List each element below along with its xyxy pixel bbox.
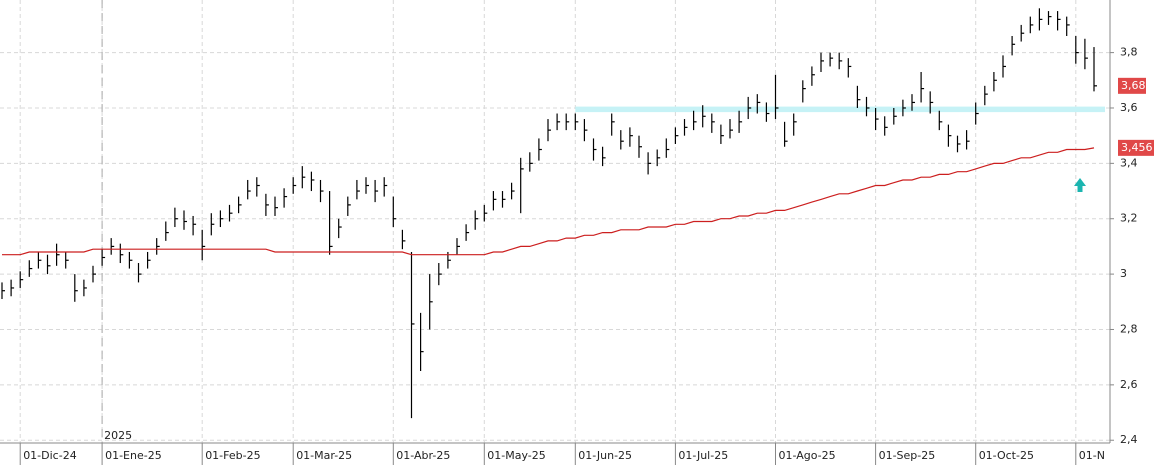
moving-average xyxy=(2,147,1095,256)
arrow-icon xyxy=(1074,178,1086,192)
axes: 2,4 2,6 2,8 3 3,2 3,4 3,6 3,8 4 01-Dic-24 01-Ene-2… xyxy=(19,0,1154,465)
x-tick-label: 01-Mar-25 xyxy=(296,449,352,462)
x-tick-label: 01-Ene-25 xyxy=(105,449,162,462)
y-tick-label: 3,8 xyxy=(1120,46,1138,59)
x-tick-label: 01-May-25 xyxy=(487,449,545,462)
y-tick-label: 3,6 xyxy=(1120,101,1138,114)
y-tick-label: 2,4 xyxy=(1120,433,1138,446)
x-tick-label: 01-Sep-25 xyxy=(879,449,936,462)
x-tick-label: 01-Ago-25 xyxy=(779,449,836,462)
x-tick-label: 01-Abr-25 xyxy=(396,449,450,462)
x-tick-label: 01-Dic-24 xyxy=(23,449,77,462)
y-tick-label: 3 xyxy=(1120,267,1127,280)
y-tick-label: 4 xyxy=(1120,0,1127,3)
x-tick-label: 01-Jul-25 xyxy=(678,449,728,462)
price-tag xyxy=(1118,139,1154,156)
grid xyxy=(0,0,1110,443)
x-tick-label: 01-Oct-25 xyxy=(979,449,1034,462)
x-tick-label: 01-Feb-25 xyxy=(205,449,260,462)
x-tick-label: 01-Jun-25 xyxy=(578,449,632,462)
plot xyxy=(1,8,1105,419)
price-tag-label: 3,456 xyxy=(1121,141,1153,154)
year-label: 2025 xyxy=(104,429,132,442)
support-band xyxy=(575,106,1105,113)
y-tick-label: 2,8 xyxy=(1120,322,1138,335)
y-tick-label: 3,4 xyxy=(1120,156,1138,169)
x-tick-label: 01-N xyxy=(1079,449,1105,462)
price-tag-label: 3,68 xyxy=(1121,79,1146,92)
y-tick-label: 2,6 xyxy=(1120,378,1138,391)
y-tick-label: 3,2 xyxy=(1120,212,1138,225)
price-tag xyxy=(1118,77,1146,94)
